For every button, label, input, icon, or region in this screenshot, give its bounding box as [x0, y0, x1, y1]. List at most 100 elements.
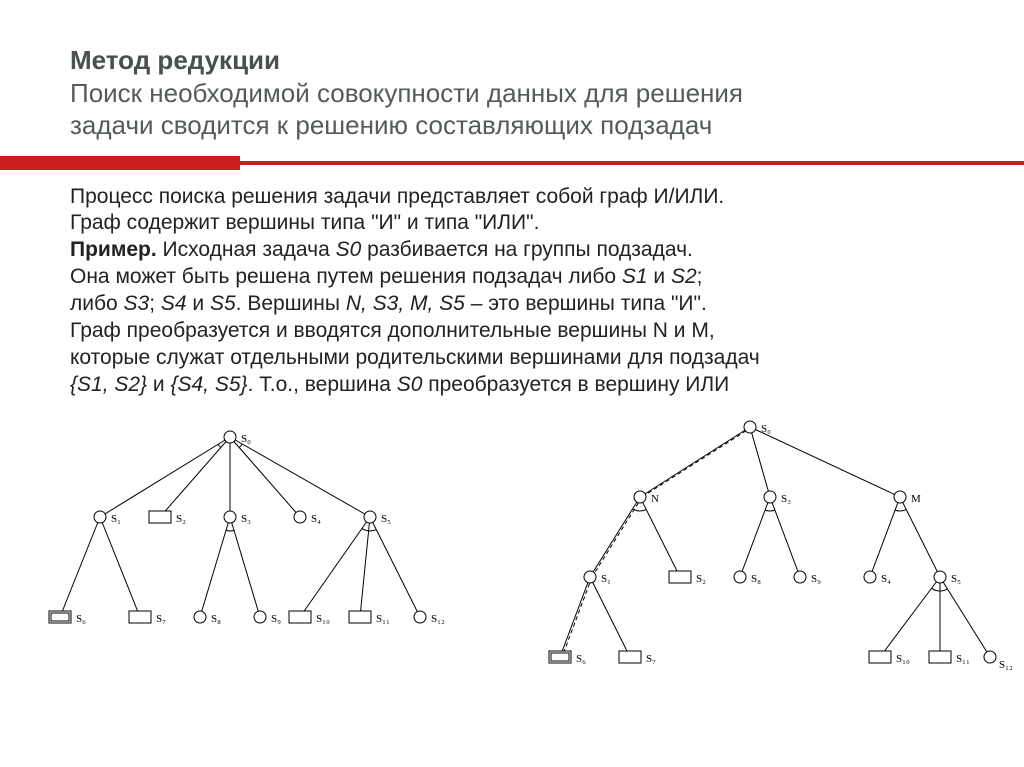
- tree-edge: [230, 517, 260, 617]
- tree-node-label: S₂: [176, 513, 186, 525]
- tree-node-label: S₁₂: [431, 613, 445, 625]
- tree-node-label: S₁₁: [376, 613, 390, 625]
- tree-node-circle: [224, 431, 236, 443]
- tree-node-circle: [864, 571, 876, 583]
- and-arc: [895, 509, 906, 510]
- tree-node-circle: [934, 571, 946, 583]
- tree-node-circle: [634, 491, 646, 503]
- tree-edge: [160, 437, 230, 517]
- tree-node-label: M: [911, 493, 921, 505]
- slide-title: Метод редукции: [70, 44, 954, 77]
- tree-edge: [300, 517, 370, 617]
- tree-node-rect: [349, 611, 371, 623]
- tree-node-circle: [764, 491, 776, 503]
- tree-node-label: S₆: [576, 653, 586, 665]
- text-italic: S0: [336, 238, 362, 261]
- text-italic: S0: [397, 373, 423, 396]
- title-block: Метод редукции Поиск необходимой совокуп…: [0, 0, 1024, 150]
- text-span: разбивается на группы подзадач.: [361, 238, 693, 261]
- slide-subtitle-1: Поиск необходимой совокупности данных дл…: [70, 77, 954, 110]
- text-span: либо: [70, 292, 124, 315]
- tree-node-circle: [744, 421, 756, 433]
- tree-node-circle: [734, 571, 746, 583]
- text-italic: S5: [210, 292, 236, 315]
- text-span: преобразуется в вершину ИЛИ: [422, 373, 729, 396]
- tree-node-label: S₄: [311, 513, 321, 525]
- tree-edge: [740, 497, 770, 577]
- tree-node-label: S₁₁: [956, 653, 970, 665]
- tree-node-label: S₁: [601, 573, 611, 585]
- tree-node-rect: [669, 571, 691, 583]
- tree-edge: [230, 437, 300, 517]
- text-bold: Пример.: [70, 238, 157, 261]
- tree-node-circle: [584, 571, 596, 583]
- text-italic: S2: [671, 265, 697, 288]
- tree-edge: [200, 517, 230, 617]
- text-italic: S4: [161, 292, 187, 315]
- tree-node-circle: [364, 511, 376, 523]
- text-span: . Вершины: [236, 292, 346, 315]
- text-italic: {S4, S5}: [170, 373, 247, 396]
- tree-edge: [900, 497, 940, 577]
- text-italic: S1: [622, 265, 648, 288]
- tree-node-circle: [894, 491, 906, 503]
- text-span: Она может быть решена путем решения подз…: [70, 265, 622, 288]
- tree-node-label: S₉: [271, 613, 281, 625]
- text-span: и: [147, 373, 170, 396]
- tree-node-circle: [224, 511, 236, 523]
- tree-edge: [640, 427, 750, 497]
- tree-node-label: S₃: [241, 513, 251, 525]
- tree-node-label: S₈: [751, 573, 761, 585]
- text-line: Процесс поиска решения задачи представля…: [70, 185, 724, 208]
- text-span: ;: [697, 265, 703, 288]
- tree-node-label: S₅: [951, 573, 961, 585]
- tree-node-rect: [289, 611, 311, 623]
- tree-edge-dashed: [642, 427, 752, 497]
- text-span: и: [187, 292, 210, 315]
- tree-node-rect: [149, 511, 171, 523]
- text-span: . Т.о., вершина: [248, 373, 397, 396]
- tree-node-circle: [414, 611, 426, 623]
- tree-node-label: S₉: [811, 573, 821, 585]
- slide-subtitle-2: задачи сводится к решению составляющих п…: [70, 109, 954, 142]
- tree-svg: S₀S₁S₂S₃S₄S₅S₆S₇S₈S₉S₁₀S₁₁S₁₂S₀NS₃MS₁S₂S…: [0, 417, 1024, 717]
- tree-edge: [750, 427, 770, 497]
- tree-node-label: N: [651, 493, 659, 505]
- text-italic: {S1, S2}: [70, 373, 147, 396]
- tree-node-label: S₅: [381, 513, 391, 525]
- text-span: Исходная задача: [157, 238, 336, 261]
- body-paragraph: Процесс поиска решения задачи представля…: [0, 170, 1024, 399]
- tree-node-label: S₁: [111, 513, 121, 525]
- tree-node-circle: [984, 651, 996, 663]
- progress-bar: [0, 156, 1024, 170]
- tree-node-rect: [869, 651, 891, 663]
- tree-edge: [770, 497, 800, 577]
- text-span: и: [648, 265, 671, 288]
- tree-edge: [560, 577, 590, 657]
- tree-edge: [870, 497, 900, 577]
- tree-edge: [370, 517, 420, 617]
- tree-node-label: S₁₂: [999, 659, 1013, 671]
- text-line: которые служат отдельными родительскими …: [70, 346, 760, 369]
- and-arc: [765, 510, 775, 511]
- tree-node-label: S₀: [761, 423, 771, 435]
- tree-edge-dashed: [592, 497, 642, 577]
- progress-fill: [0, 156, 240, 170]
- tree-edge: [590, 577, 630, 657]
- text-italic: S3: [124, 292, 150, 315]
- tree-edge: [360, 517, 370, 617]
- tree-node-circle: [194, 611, 206, 623]
- tree-node-circle: [254, 611, 266, 623]
- tree-node-circle: [294, 511, 306, 523]
- text-line: Граф преобразуется и вводятся дополнител…: [70, 319, 715, 342]
- text-italic: N, S3, M, S5: [346, 292, 465, 315]
- tree-node-label: S₃: [781, 493, 791, 505]
- and-arc: [218, 444, 221, 447]
- tree-edge: [640, 497, 680, 577]
- tree-node-label: S₁₀: [896, 653, 910, 665]
- tree-node-label: S₇: [646, 653, 656, 665]
- and-arc: [226, 530, 234, 531]
- tree-node-rect: [619, 651, 641, 663]
- tree-node-label: S₇: [156, 613, 166, 625]
- tree-node-label: S₁₀: [316, 613, 330, 625]
